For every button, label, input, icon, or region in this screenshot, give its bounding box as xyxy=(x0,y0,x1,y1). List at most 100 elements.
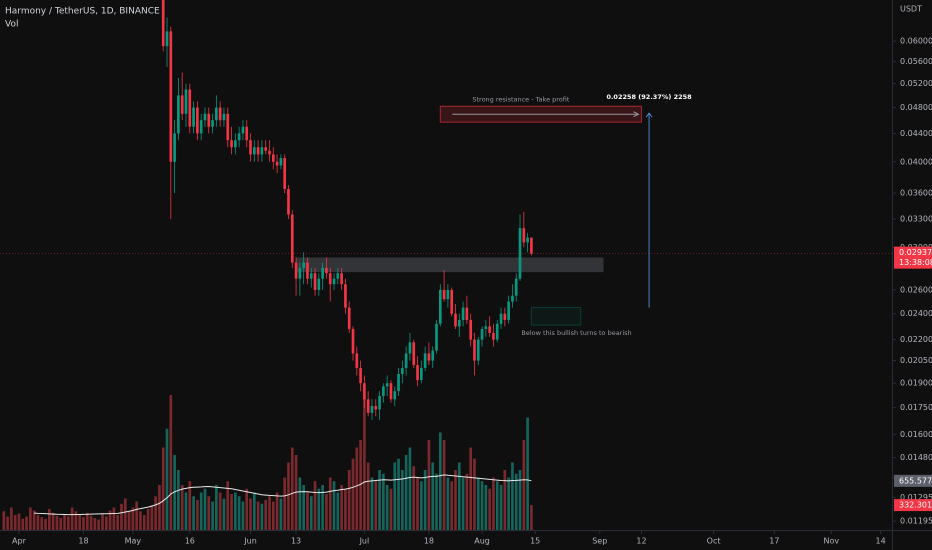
candle-body xyxy=(495,323,499,340)
volume-bar xyxy=(298,477,302,530)
candle-body xyxy=(511,295,514,302)
volume-bar xyxy=(165,428,169,530)
volume-bar xyxy=(492,477,495,530)
volume-bar xyxy=(89,515,93,530)
volume-bar xyxy=(188,481,192,530)
volume-bar xyxy=(514,473,518,530)
y-tick-label: 0.02050 xyxy=(900,356,932,365)
candle-body xyxy=(218,107,222,121)
candle-body xyxy=(203,113,207,121)
volume-bar xyxy=(66,516,70,530)
volume-bar xyxy=(401,470,404,530)
volume-bar xyxy=(82,517,85,530)
candle-body xyxy=(173,133,176,162)
candle-body xyxy=(344,284,347,308)
volume-bar xyxy=(408,447,412,530)
volume-bar xyxy=(222,498,226,530)
volume-bar xyxy=(184,492,188,530)
volume-bar xyxy=(446,477,450,530)
x-tick-label: 12 xyxy=(636,537,646,546)
measure-label-bg xyxy=(614,91,687,103)
volume-bar xyxy=(488,488,491,530)
volume-bar xyxy=(123,498,127,530)
price-tag-bg xyxy=(894,246,932,269)
volume-bar xyxy=(161,447,165,530)
volume-bar xyxy=(442,440,446,530)
candle-body xyxy=(313,273,317,290)
candle-body xyxy=(355,353,359,368)
x-tick-label: Sep xyxy=(592,537,607,546)
candle-body xyxy=(431,350,435,361)
volume-bar xyxy=(518,470,522,530)
y-tick-label: 0.01195 xyxy=(900,517,932,526)
volume-bar xyxy=(340,485,343,530)
volume-bar xyxy=(332,481,336,530)
candle-body xyxy=(476,339,480,361)
volume-bar xyxy=(32,510,36,530)
volume-bar xyxy=(457,462,461,530)
volume-bar xyxy=(511,462,514,530)
volume-bar xyxy=(454,470,457,530)
candle-body xyxy=(522,228,526,243)
volume-bar xyxy=(275,492,279,530)
volume-bar xyxy=(29,507,32,530)
volume-bar xyxy=(503,470,507,530)
volume-bar xyxy=(344,488,347,530)
y-tick-label: 0.02400 xyxy=(900,309,932,318)
candle-body xyxy=(161,0,165,47)
volume-bar xyxy=(78,515,82,530)
candle-body xyxy=(325,267,328,274)
candle-body xyxy=(351,328,355,354)
candle-body xyxy=(397,373,400,392)
volume-bar xyxy=(268,496,271,530)
x-tick-label: 16 xyxy=(185,537,195,546)
volume-bar xyxy=(192,496,195,530)
volume-bar xyxy=(465,473,469,530)
candle-body xyxy=(249,140,252,155)
volume-bar xyxy=(70,507,74,530)
volume-bar xyxy=(207,496,211,530)
volume-bar xyxy=(431,462,435,530)
candle-body xyxy=(298,267,302,279)
volume-bar xyxy=(271,501,275,530)
volume-bar xyxy=(370,477,374,530)
volume-bar xyxy=(321,485,324,530)
volume-bar xyxy=(317,488,321,530)
candle-body xyxy=(469,319,473,340)
volume-bar xyxy=(495,481,499,530)
x-tick-label: 18 xyxy=(424,537,434,546)
volume-bar xyxy=(507,477,510,530)
volume-tag-label: 332.301M xyxy=(899,501,932,510)
candle-body xyxy=(488,326,491,333)
x-tick-label: Aug xyxy=(474,537,490,546)
candle-body xyxy=(404,353,408,368)
x-tick-label: 14 xyxy=(876,537,886,546)
candle-body xyxy=(237,133,241,141)
volume-bar xyxy=(256,501,260,530)
volume-bar xyxy=(146,509,150,530)
volume-bar xyxy=(404,455,408,530)
volume-bar xyxy=(252,492,256,530)
candle-body xyxy=(309,273,313,279)
volume-bar xyxy=(51,512,55,530)
volume-bar xyxy=(438,432,442,530)
volume-bar xyxy=(44,518,47,530)
volume-bar xyxy=(249,498,252,530)
candle-body xyxy=(340,273,343,285)
volume-bar xyxy=(131,507,135,530)
volume-bar xyxy=(55,515,59,530)
volume-bar xyxy=(393,462,397,530)
candle-body xyxy=(184,89,188,114)
volume-bar xyxy=(203,488,207,530)
candle-body xyxy=(370,405,374,413)
volume-bar xyxy=(476,477,480,530)
y-tick-label: 0.01600 xyxy=(900,430,932,439)
volume-bar xyxy=(461,477,465,530)
candle-body xyxy=(317,278,321,290)
volume-bar xyxy=(260,503,264,530)
candle-body xyxy=(419,367,423,381)
candle-body xyxy=(492,332,495,340)
candle-body xyxy=(530,237,533,254)
volume-bar xyxy=(522,440,526,530)
candle-body xyxy=(169,31,173,162)
